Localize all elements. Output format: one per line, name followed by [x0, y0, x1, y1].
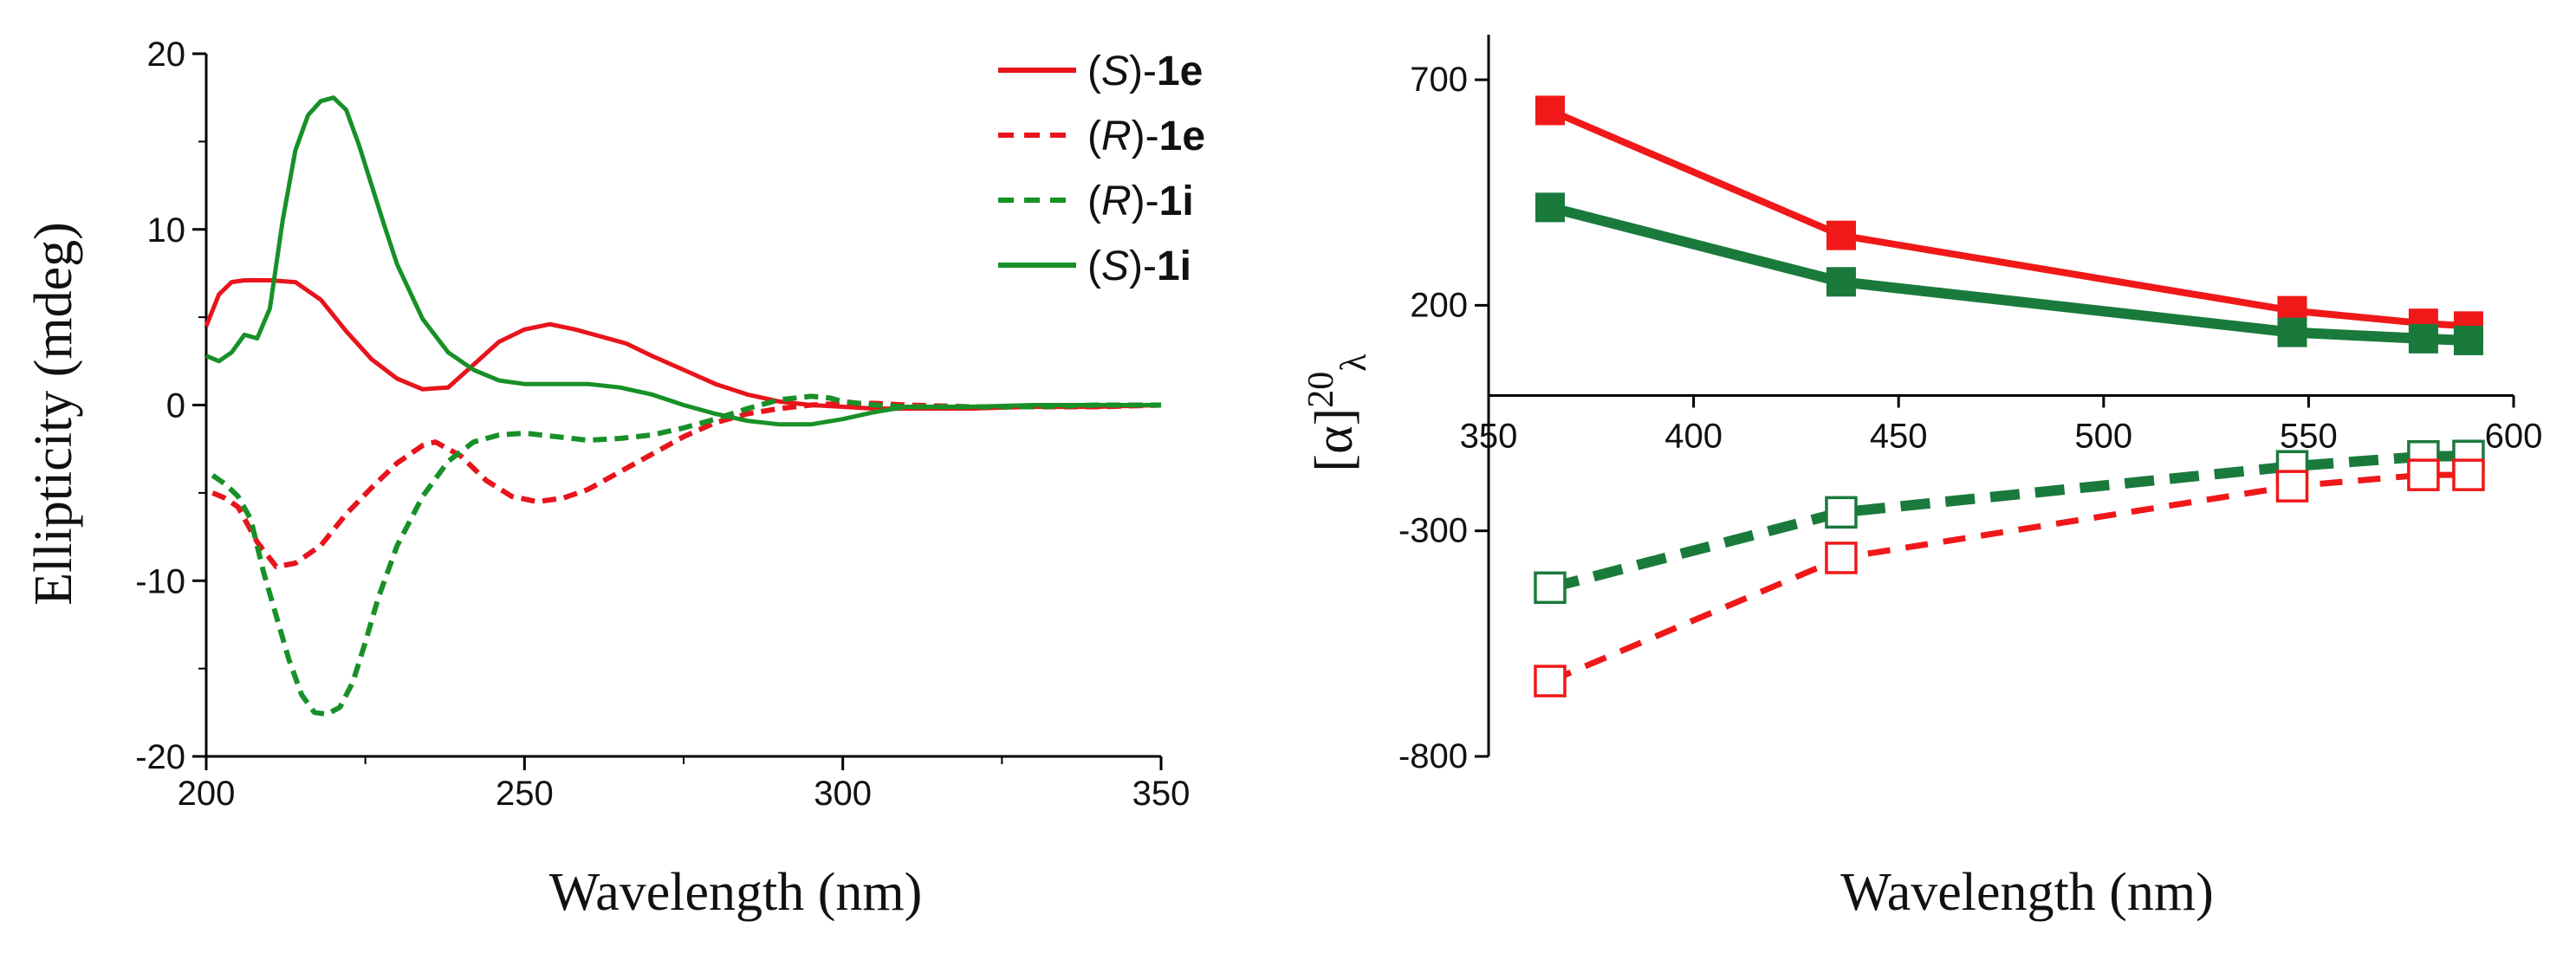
x-axis-title: Wavelength (nm)	[1840, 863, 2214, 922]
x-tick-label: 450	[1870, 418, 1928, 456]
series-line-s-1e	[204, 278, 1162, 412]
data-point-s-1i	[2408, 323, 2438, 354]
data-point-r-1e	[1534, 665, 1567, 697]
x-tick-label: 250	[496, 775, 554, 813]
y-tick-label: -300	[1398, 512, 1468, 550]
series-line-s-1i	[205, 95, 1161, 427]
x-tick-label: 350	[1460, 418, 1518, 456]
y-tick-label: 10	[147, 211, 186, 250]
y-tick-label: 200	[1410, 286, 1468, 324]
data-point-r-1e	[2452, 458, 2485, 491]
series-line-s-1e	[1548, 107, 2469, 330]
series-line-r-1i	[211, 393, 1161, 717]
y-tick-label: 700	[1410, 61, 1468, 99]
legend-label-part: (	[1087, 178, 1101, 224]
legend-label-part: )-	[1132, 114, 1159, 159]
legend-label-part: (	[1087, 114, 1101, 159]
legend-label-part: S	[1101, 49, 1129, 94]
data-point-r-1e	[2407, 458, 2440, 491]
x-tick-label: 500	[2074, 418, 2132, 456]
y-tick-label: -10	[135, 562, 185, 600]
data-point-s-1i	[1535, 192, 1565, 223]
series-line-s-1i	[1548, 202, 2469, 346]
data-point-s-1i	[2453, 325, 2483, 355]
legend-label-part: 1i	[1157, 243, 1191, 289]
y-tick-label: -20	[135, 738, 185, 776]
series-line-r-1i	[1548, 451, 2469, 594]
data-point-r-1e	[1825, 542, 1858, 574]
legend-label: (S)-1e	[1087, 49, 1203, 94]
legend-label-part: R	[1101, 178, 1132, 224]
y-axis-title-base: [α]	[1305, 408, 1364, 472]
y-axis-title-subscript: λ	[1334, 354, 1374, 372]
legend: (S)-1e(R)-1e(R)-1i(S)-1i	[998, 49, 1205, 289]
x-tick-label: 400	[1664, 418, 1723, 456]
optical-rotation-chart: -800 -300 200 700 350 400 450 500 550 600 Waveleng…	[1301, 35, 2542, 922]
legend-label-part: (	[1087, 49, 1101, 94]
y-tick-label: 0	[166, 387, 185, 425]
data-point-r-1i	[1825, 496, 1858, 529]
legend-label-part: )-	[1129, 243, 1157, 289]
y-axis-title: [α]20λ	[1301, 354, 1374, 472]
data-point-r-1e	[2275, 470, 2309, 503]
legend-label-part: )-	[1129, 49, 1157, 94]
legend-label-part: 1i	[1159, 178, 1194, 224]
series-line-r-1e	[1548, 471, 2469, 684]
cd-spectrum-chart: -20 -10 0 10 20 200 250 300 350 Wavelength (nm) El…	[24, 36, 1205, 922]
legend-label-part: 1e	[1159, 114, 1205, 159]
y-tick-label: -800	[1398, 737, 1468, 775]
data-point-s-1i	[2277, 317, 2307, 347]
legend-label-part: S	[1101, 243, 1129, 289]
legend-label-part: )-	[1132, 178, 1159, 224]
legend-label: (S)-1i	[1087, 243, 1191, 289]
legend-label: (R)-1e	[1087, 114, 1205, 159]
legend-label: (R)-1i	[1087, 178, 1194, 224]
data-point-s-1e	[1535, 95, 1565, 126]
y-axis-title: Ellipticity (mdeg)	[24, 222, 83, 606]
x-tick-label: 600	[2485, 418, 2543, 456]
legend-label-part: R	[1101, 114, 1132, 159]
y-axis-title-superscript: 20	[1301, 372, 1341, 408]
x-tick-label: 200	[178, 775, 236, 813]
x-tick-label: 550	[2280, 418, 2338, 456]
legend-label-part: 1e	[1157, 49, 1203, 94]
data-point-s-1i	[1826, 267, 1856, 297]
x-axis-title: Wavelength (nm)	[549, 863, 923, 922]
data-point-s-1e	[1826, 220, 1856, 250]
x-tick-label: 300	[814, 775, 872, 813]
data-point-r-1i	[1534, 571, 1567, 605]
y-tick-label: 20	[147, 36, 186, 74]
x-tick-label: 350	[1132, 775, 1191, 813]
legend-label-part: (	[1087, 243, 1101, 289]
